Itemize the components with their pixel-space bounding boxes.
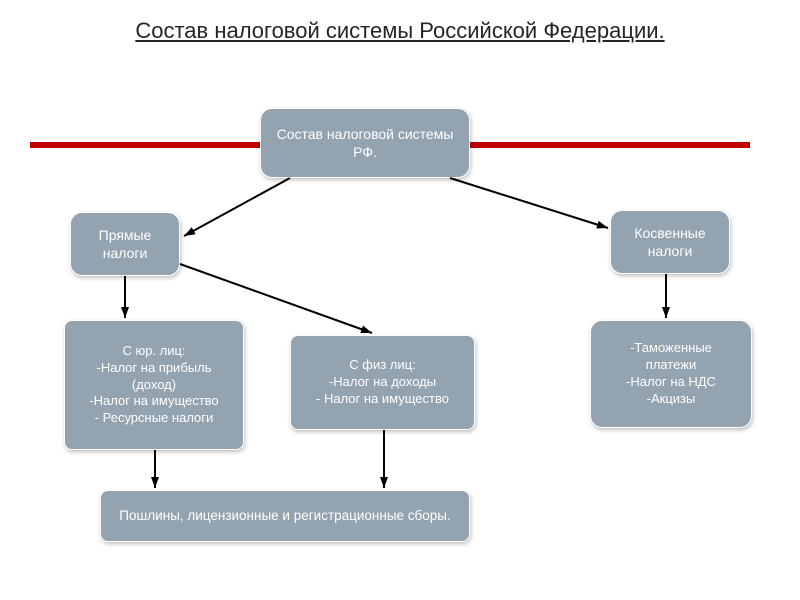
node-legal-entities: С юр. лиц:-Налог на прибыль(доход)-Налог… xyxy=(64,320,244,450)
node-fees: Пошлины, лицензионные и регистрационные … xyxy=(100,490,470,542)
node-line: -Налог на имущество xyxy=(89,393,218,410)
page-title: Состав налоговой системы Российской Феде… xyxy=(0,18,800,44)
node-line: -Акцизы xyxy=(647,391,696,408)
node-line: С юр. лиц: xyxy=(122,343,185,360)
node-customs: -Таможенныеплатежи-Налог на НДС-Акцизы xyxy=(590,320,752,428)
node-line: С физ лиц: xyxy=(349,357,415,374)
node-line: Пошлины, лицензионные и регистрационные … xyxy=(119,507,451,525)
node-line: Косвенные xyxy=(634,224,705,242)
node-line: налоги xyxy=(648,242,693,260)
node-indirect-taxes: Косвенныеналоги xyxy=(610,210,730,274)
node-individuals: С физ лиц:-Налог на доходы- Налог на иму… xyxy=(290,335,475,430)
node-root: Состав налоговой системыРФ. xyxy=(260,108,470,178)
node-line: (доход) xyxy=(132,377,176,394)
node-line: -Таможенные xyxy=(630,340,712,357)
node-line: Прямые xyxy=(99,226,152,244)
node-line: -Налог на прибыль xyxy=(97,360,212,377)
node-line: РФ. xyxy=(353,143,377,161)
node-line: платежи xyxy=(646,357,696,374)
node-line: -Налог на НДС xyxy=(626,374,716,391)
node-line: Состав налоговой системы xyxy=(277,125,454,143)
node-line: налоги xyxy=(103,244,148,262)
node-line: - Налог на имущество xyxy=(316,391,449,408)
node-line: -Налог на доходы xyxy=(329,374,436,391)
node-direct-taxes: Прямыеналоги xyxy=(70,212,180,276)
node-line: - Ресурсные налоги xyxy=(95,410,214,427)
